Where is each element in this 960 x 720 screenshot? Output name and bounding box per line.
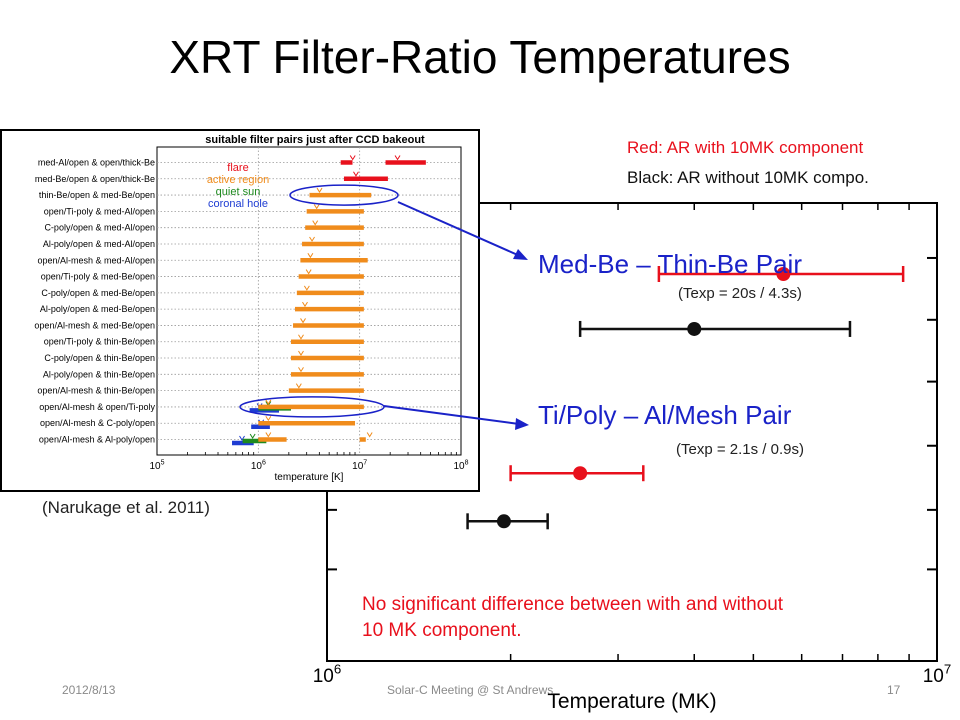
inset-peak-marker — [366, 432, 373, 438]
inset-peak-marker — [394, 155, 401, 161]
inset-peak-marker — [298, 334, 304, 340]
inset-x-tick-label-1-exp: 6 — [262, 460, 266, 467]
inset-peak-marker — [305, 269, 312, 275]
inset-category-label-5: Al-poly/open & med-Al/open — [43, 239, 155, 249]
inset-category-label-2: thin-Be/open & med-Be/open — [39, 190, 155, 200]
inset-peak-marker — [309, 236, 315, 242]
inset-category-label-7: open/Ti-poly & med-Be/open — [41, 272, 155, 282]
inset-category-label-13: Al-poly/open & thin-Be/open — [43, 369, 155, 379]
inset-category-label-1: med-Be/open & open/thick-Be — [35, 174, 155, 184]
main-x-tick-label-1: 107 — [923, 661, 952, 687]
inset-x-axis-label: temperature [K] — [275, 472, 344, 483]
medbe-pair-label: Med-Be – Thin-Be Pair — [538, 249, 802, 279]
inset-peak-marker — [313, 204, 320, 210]
conclusion-note-line1: No significant difference between with a… — [362, 594, 784, 615]
inset-peak-marker — [265, 399, 272, 405]
inset-category-label-4: C-poly/open & med-Al/open — [44, 223, 155, 233]
inset-category-label-15: open/Al-mesh & open/Ti-poly — [39, 402, 155, 412]
inset-chart-layer: suitable filter pairs just after CCD bak… — [0, 129, 480, 492]
inset-peak-marker — [298, 367, 304, 373]
main-x-tick-label-0-exp: 6 — [334, 661, 341, 676]
data-point-marker — [687, 321, 702, 336]
reference-citation: (Narukage et al. 2011) — [42, 498, 210, 517]
arrow-to-medbe-pair — [397, 201, 521, 257]
inset-legend-active-region: active region — [207, 174, 269, 186]
inset-category-label-3: open/Ti-poly & med-Al/open — [44, 206, 155, 216]
inset-legend-quiet-sun: quiet sun — [216, 186, 261, 198]
inset-x-tick-label-2: 107 — [352, 460, 367, 473]
inset-x-tick-label-3: 108 — [453, 460, 468, 473]
inset-frame — [0, 129, 480, 492]
inset-category-label-10: open/Al-mesh & med-Be/open — [34, 320, 155, 330]
inset-peak-marker — [349, 155, 356, 161]
inset-title: suitable filter pairs just after CCD bak… — [205, 134, 425, 146]
conclusion-note: No significant difference between with a… — [362, 592, 937, 644]
inset-category-label-8: C-poly/open & med-Be/open — [41, 288, 155, 298]
main-x-tick-label-0-base: 10 — [313, 666, 334, 687]
inset-peak-marker — [316, 187, 323, 194]
inset-peak-marker — [303, 285, 310, 291]
medbe-texp: (Texp = 20s / 4.3s) — [678, 285, 802, 302]
inset-x-tick-label-3-base: 10 — [453, 461, 465, 472]
data-point-marker — [573, 466, 588, 481]
inset-peak-marker — [307, 252, 314, 259]
main-x-tick-label-0: 106 — [313, 661, 342, 687]
inset-x-tick-label-0-exp: 5 — [161, 460, 165, 467]
inset-peak-marker — [249, 433, 256, 439]
inset-legend-flare: flare — [227, 162, 248, 174]
inset-category-label-12: C-poly/open & thin-Be/open — [44, 353, 155, 363]
inset-peak-marker — [312, 220, 319, 226]
inset-x-tick-label-1: 106 — [251, 460, 266, 473]
main-x-tick-label-1-exp: 7 — [944, 661, 951, 676]
footer-date: 2012/8/13 — [62, 683, 116, 697]
inset-x-tick-label-0-base: 10 — [149, 461, 161, 472]
main-x-tick-label-1-base: 10 — [923, 666, 944, 687]
inset-x-tick-label-3-exp: 8 — [465, 460, 469, 467]
inset-peak-marker — [265, 432, 272, 438]
inset-peak-marker — [302, 301, 308, 308]
arrow-head-medbe — [513, 249, 528, 260]
inset-peak-marker — [239, 435, 245, 441]
data-point-red-2 — [509, 465, 645, 482]
footer-page-number: 17 — [887, 683, 901, 697]
inset-highlight-medbe — [289, 184, 399, 206]
footer-meeting: Solar-C Meeting @ St Andrews — [387, 683, 554, 697]
inset-category-label-9: Al-poly/open & med-Be/open — [40, 304, 155, 314]
inset-category-label-6: open/Al-mesh & med-Al/open — [37, 255, 155, 265]
inset-plot-frame — [156, 146, 462, 456]
inset-peak-marker — [298, 350, 304, 356]
inset-peak-marker — [265, 415, 272, 422]
slide-title: XRT Filter-Ratio Temperatures — [169, 31, 791, 83]
inset-peak-marker — [295, 383, 302, 389]
inset-x-tick-label-2-exp: 7 — [363, 460, 367, 467]
data-point-marker — [776, 266, 791, 281]
inset-peak-marker — [353, 171, 359, 177]
inset-category-label-17: open/Al-mesh & Al-poly/open — [39, 435, 155, 445]
main-x-axis-label: Temperature (MK) — [547, 690, 716, 713]
arrow-to-tipoly-pair — [383, 405, 520, 425]
data-point-black-1 — [578, 320, 852, 337]
arrow-head-tipoly — [515, 418, 529, 430]
tipoly-pair-label: Ti/Poly – Al/Mesh Pair — [538, 400, 792, 430]
data-point-red-0 — [657, 265, 905, 282]
inset-x-tick-label-0: 105 — [149, 460, 164, 473]
inset-category-label-0: med-Al/open & open/thick-Be — [38, 157, 155, 167]
tipoly-texp: (Texp = 2.1s / 0.9s) — [676, 441, 804, 458]
legend-red-label: Red: AR with 10MK component — [627, 138, 864, 157]
inset-peak-marker — [300, 318, 306, 324]
inset-category-label-16: open/Al-mesh & C-poly/open — [40, 418, 155, 428]
inset-legend-coronal-hole: coronal hole — [208, 198, 268, 210]
inset-x-tick-label-2-base: 10 — [352, 461, 364, 472]
callout-arrows — [383, 201, 529, 430]
inset-x-tick-label-1-base: 10 — [251, 461, 263, 472]
conclusion-note-line2: 10 MK component. — [362, 620, 522, 641]
legend-black-label: Black: AR without 10MK compo. — [627, 168, 869, 187]
inset-category-label-14: open/Al-mesh & thin-Be/open — [37, 386, 155, 396]
data-point-black-3 — [466, 513, 549, 530]
inset-category-label-11: open/Ti-poly & thin-Be/open — [44, 337, 155, 347]
data-point-marker — [496, 514, 511, 529]
